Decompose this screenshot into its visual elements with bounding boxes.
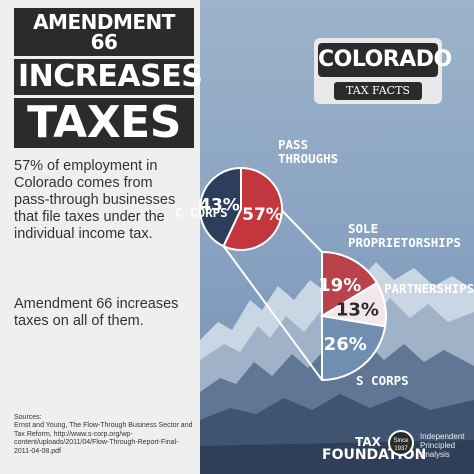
pie-slice-s-corps <box>321 314 387 382</box>
pie-label-sole-proprietorships: 19% <box>318 275 361 296</box>
pie-slice-c-corps <box>199 166 242 248</box>
pie-chart-pass-throughs: 57%43% <box>199 166 283 251</box>
sources-note: Sources: Ernst and Young, The Flow-Throu… <box>14 414 193 455</box>
connector-line-bottom <box>222 245 323 381</box>
headline: AMENDMENT 66 INCREASES TAXES <box>14 8 203 151</box>
badge-title: COLORADO <box>318 43 452 77</box>
label-s-corps: S CORPS <box>356 373 409 388</box>
logo-line-1: TAX <box>355 435 381 449</box>
colorado-tax-facts-badge: COLORADO TAX FACTS <box>314 38 452 104</box>
pie-label-pass-throughs: 57% <box>242 205 283 225</box>
pie-slice-sole-proprietorships <box>321 250 379 318</box>
pie-label-c-corps: 43% <box>199 195 240 215</box>
pie-label-s-corps: 26% <box>324 334 367 355</box>
pie-chart-pass-through-breakdown: 19% 13% 26% <box>318 250 387 382</box>
logo-tagline: Independent Principled Analysis <box>420 432 465 459</box>
tax-foundation-logo: TAX FOUNDATION Since 1937 Independent Pr… <box>322 428 472 472</box>
badge-subtitle: TAX FACTS <box>334 82 422 100</box>
body-paragraph-1: 57% of employment in Colorado comes from… <box>14 158 176 242</box>
pie-label-partnerships: 13% <box>336 300 379 321</box>
body-paragraph-2: Amendment 66 increases taxes on all of t… <box>14 296 179 329</box>
headline-line-3: TAXES <box>14 98 194 148</box>
label-pass-throughs: PASS THROUGHS <box>278 137 339 166</box>
headline-line-1: AMENDMENT 66 <box>14 8 194 56</box>
logo-seal: Since 1937 <box>388 430 414 456</box>
pie-slice-pass-throughs <box>222 166 283 251</box>
label-sole-proprietorships: SOLE PROPRIETORSHIPS <box>348 221 461 250</box>
label-c-corps: C CORPS <box>175 205 228 220</box>
left-panel: AMENDMENT 66 INCREASES TAXES 57% of empl… <box>0 0 203 474</box>
label-partnerships: PARTNERSHIPS <box>384 281 474 296</box>
headline-line-2: INCREASES <box>14 59 203 95</box>
